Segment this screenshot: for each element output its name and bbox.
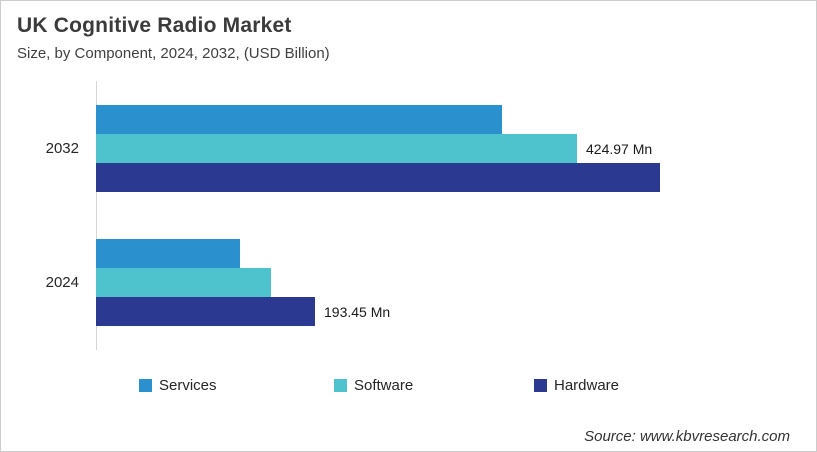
- legend-item-hardware: Hardware: [534, 376, 620, 394]
- chart-title: UK Cognitive Radio Market: [17, 14, 292, 37]
- bar-software-2032: [96, 134, 577, 163]
- legend-swatch-software: [334, 378, 347, 392]
- legend-swatch-services: [139, 378, 152, 392]
- y-axis-line: [96, 81, 97, 350]
- legend-label-services: Services: [159, 376, 217, 394]
- source-note: Source: www.kbvresearch.com: [584, 428, 790, 445]
- legend-item-software: Software: [334, 376, 414, 394]
- legend-swatch-hardware: [534, 378, 547, 392]
- data-label-hardware-2024: 193.45 Mn: [324, 303, 391, 320]
- bar-software-2024: [96, 268, 271, 297]
- legend-label-hardware: Hardware: [554, 376, 620, 394]
- category-label-2032: 2032: [45, 139, 79, 157]
- legend-item-services: Services: [139, 376, 217, 394]
- bar-services-2024: [96, 239, 240, 268]
- data-label-software-2032: 424.97 Mn: [586, 140, 653, 157]
- legend-label-software: Software: [354, 376, 414, 394]
- chart-subtitle: Size, by Component, 2024, 2032, (USD Bil…: [17, 45, 330, 62]
- category-label-2024: 2024: [45, 273, 79, 291]
- bar-hardware-2024: [96, 297, 315, 326]
- bar-services-2032: [96, 105, 502, 134]
- bar-hardware-2032: [96, 163, 660, 192]
